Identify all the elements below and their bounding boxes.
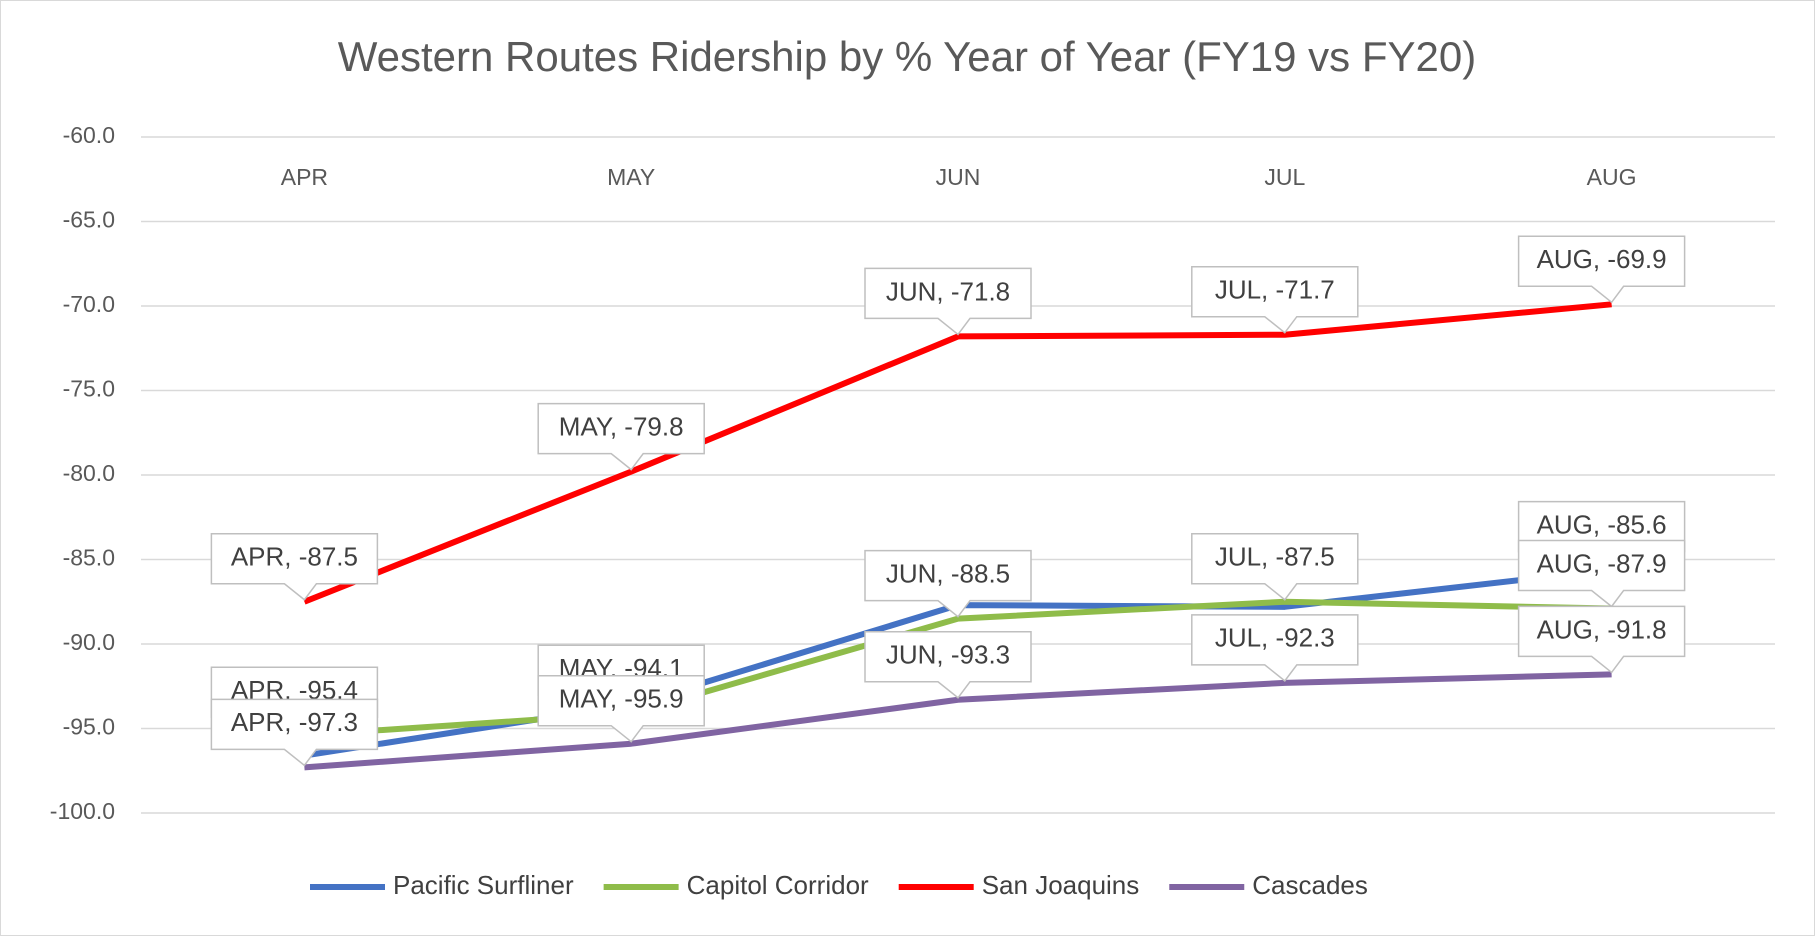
label-callout bbox=[864, 631, 1032, 699]
data-label-text: AUG, -87.9 bbox=[1537, 548, 1667, 578]
label-callout bbox=[1517, 539, 1686, 608]
data-label: JUN, -88.5 bbox=[864, 549, 1032, 618]
label-callout bbox=[1517, 605, 1686, 674]
series-line bbox=[303, 301, 1612, 605]
data-label: AUG, -87.9 bbox=[1517, 539, 1686, 608]
y-tick-label: -90.0 bbox=[63, 629, 115, 655]
y-tick-label: -85.0 bbox=[63, 545, 115, 571]
data-label-text: MAY, -95.9 bbox=[559, 684, 684, 714]
data-label: MAY, -79.8 bbox=[537, 402, 705, 471]
data-label: AUG, -91.8 bbox=[1517, 605, 1686, 674]
label-callout bbox=[210, 698, 379, 767]
y-tick-label: -65.0 bbox=[63, 207, 115, 233]
x-tick-label: AUG bbox=[1587, 164, 1637, 190]
data-label-text: JUN, -93.3 bbox=[886, 640, 1010, 670]
data-label-text: JUN, -71.8 bbox=[886, 276, 1010, 306]
data-label-text: JUL, -87.5 bbox=[1215, 542, 1335, 572]
data-label-text: AUG, -91.8 bbox=[1537, 614, 1667, 644]
y-tick-label: -95.0 bbox=[63, 714, 115, 740]
data-label-text: JUN, -88.5 bbox=[886, 559, 1010, 589]
x-tick-label: MAY bbox=[607, 164, 655, 190]
chart-title: Western Routes Ridership by % Year of Ye… bbox=[338, 33, 1476, 80]
legend-label: Pacific Surfliner bbox=[393, 870, 574, 900]
data-label: APR, -87.5 bbox=[210, 533, 379, 601]
label-callout bbox=[1191, 265, 1359, 334]
data-label: JUL, -87.5 bbox=[1191, 533, 1359, 601]
label-callout bbox=[210, 533, 379, 601]
data-label: MAY, -95.9 bbox=[537, 674, 705, 743]
legend-label: San Joaquins bbox=[982, 870, 1140, 900]
data-label-text: AUG, -69.9 bbox=[1537, 244, 1667, 274]
data-label: APR, -97.3 bbox=[210, 698, 379, 767]
data-label: JUN, -71.8 bbox=[864, 267, 1032, 336]
label-callout bbox=[1191, 614, 1359, 682]
data-label-text: JUL, -71.7 bbox=[1215, 275, 1335, 305]
label-callout bbox=[1517, 235, 1686, 304]
legend-label: Capitol Corridor bbox=[687, 870, 869, 900]
y-tick-label: -70.0 bbox=[63, 291, 115, 317]
data-label: AUG, -69.9 bbox=[1517, 235, 1686, 304]
y-tick-label: -80.0 bbox=[63, 460, 115, 486]
x-tick-label: APR bbox=[281, 164, 328, 190]
data-label: JUN, -93.3 bbox=[864, 631, 1032, 699]
y-tick-label: -100.0 bbox=[50, 798, 115, 824]
y-tick-label: -75.0 bbox=[63, 376, 115, 402]
data-label: JUL, -92.3 bbox=[1191, 614, 1359, 682]
label-callout bbox=[1191, 533, 1359, 601]
label-callout bbox=[537, 674, 705, 743]
data-label-text: APR, -97.3 bbox=[231, 707, 358, 737]
data-label-text: MAY, -79.8 bbox=[559, 411, 684, 441]
series-line bbox=[304, 671, 1612, 771]
label-callout bbox=[864, 549, 1032, 618]
y-tick-label: -60.0 bbox=[63, 122, 115, 148]
data-label-text: APR, -87.5 bbox=[231, 542, 358, 572]
label-callout bbox=[864, 267, 1032, 336]
data-label-text: JUL, -92.3 bbox=[1215, 623, 1335, 653]
data-label-text: AUG, -85.6 bbox=[1537, 510, 1667, 540]
x-tick-label: JUN bbox=[936, 164, 981, 190]
legend-label: Cascades bbox=[1252, 870, 1368, 900]
label-callout bbox=[537, 402, 705, 471]
series-line bbox=[304, 598, 1612, 739]
x-tick-label: JUL bbox=[1264, 164, 1305, 190]
data-label: JUL, -71.7 bbox=[1191, 265, 1359, 334]
